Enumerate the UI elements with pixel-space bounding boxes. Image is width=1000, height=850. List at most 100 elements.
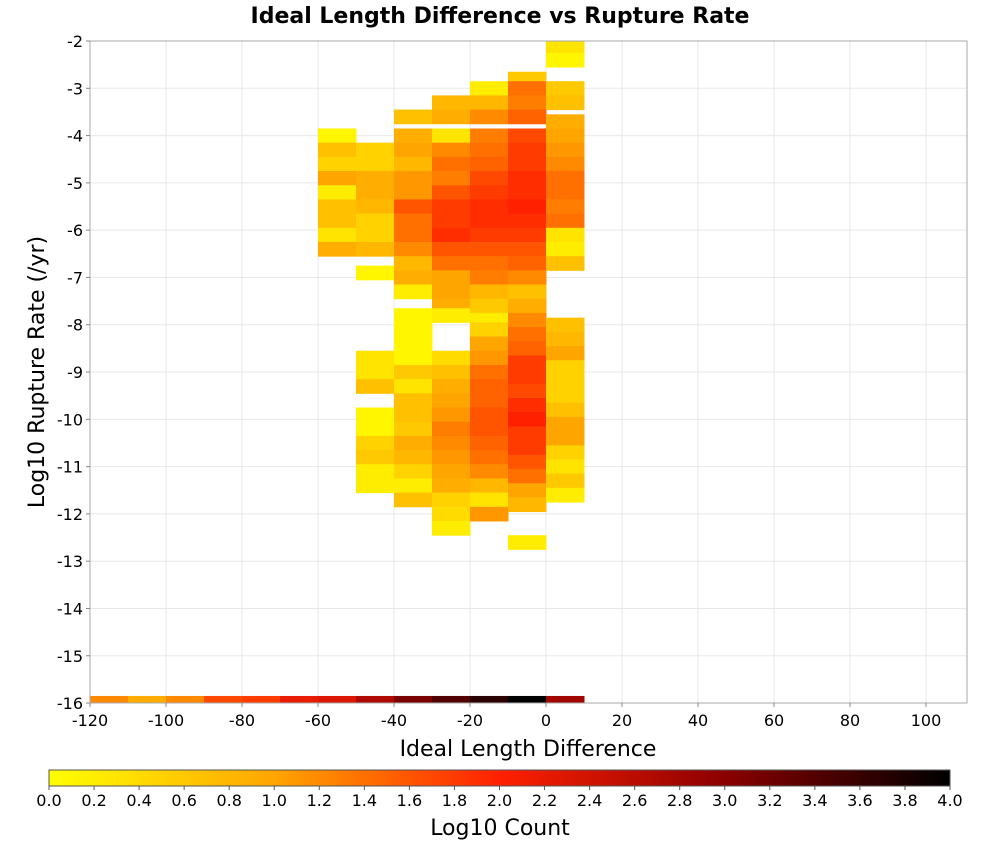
heatmap-cell: [508, 327, 547, 342]
heatmap-cell: [546, 360, 585, 375]
heatmap-cell: [318, 128, 357, 144]
heatmap-cell: [90, 695, 129, 704]
y-tick-label: -13: [57, 552, 83, 571]
heatmap-cell: [318, 199, 357, 215]
heatmap-cell: [470, 407, 509, 423]
heatmap-cell: [546, 156, 585, 172]
colorbar-tick-label: 2.0: [487, 791, 512, 810]
heatmap-cell: [470, 199, 509, 215]
y-tick-label: -3: [67, 79, 83, 98]
heatmap-cell: [432, 256, 471, 271]
heatmap-cell: [166, 695, 205, 704]
heatmap-cell: [394, 393, 433, 408]
heatmap-cell: [432, 171, 471, 186]
heatmap-cell: [394, 284, 433, 300]
x-tick-label: 100: [911, 711, 942, 730]
heatmap-cell: [546, 128, 585, 144]
x-tick-label: -40: [381, 711, 407, 730]
heatmap-cell: [470, 364, 509, 380]
heatmap-cell: [508, 426, 547, 442]
heatmap-cell: [470, 393, 509, 408]
x-tick-label: 80: [840, 711, 860, 730]
heatmap-cell: [470, 478, 509, 494]
heatmap-cell: [508, 412, 547, 427]
heatmap-cell: [318, 227, 357, 243]
heatmap-cell: [394, 364, 433, 380]
heatmap-cell: [508, 454, 547, 470]
heatmap-cell: [394, 407, 433, 423]
heatmap-cell: [546, 185, 585, 200]
colorbar-tick-label: 0.0: [36, 791, 61, 810]
colorbar-tick-label: 0.6: [171, 791, 196, 810]
heatmap-cell: [432, 213, 471, 229]
heatmap-cell: [394, 128, 433, 144]
heatmap-cell: [470, 506, 509, 522]
heatmap-cell: [318, 213, 357, 229]
heatmap-cell: [508, 142, 547, 158]
x-tick-label: 40: [688, 711, 708, 730]
x-tick-label: 20: [612, 711, 632, 730]
heatmap-cell: [432, 227, 471, 243]
heatmap-cell: [546, 241, 585, 257]
heatmap-cell: [394, 421, 433, 437]
colorbar-tick-label: 2.8: [667, 791, 692, 810]
heatmap-cell: [394, 492, 433, 508]
colorbar-tick-label: 3.0: [712, 791, 737, 810]
heatmap-cell: [432, 364, 471, 380]
heatmap-cell: [508, 369, 547, 385]
heatmap-cell: [356, 364, 395, 380]
heatmap-cell: [546, 227, 585, 243]
heatmap-cell: [432, 421, 471, 437]
colorbar-tick-label: 0.2: [81, 791, 106, 810]
colorbar-tick-label: 2.6: [622, 791, 647, 810]
heatmap-cell: [432, 506, 471, 522]
heatmap-cell: [546, 346, 585, 361]
heatmap-cell: [394, 156, 433, 172]
colorbar-tick-label: 3.6: [847, 791, 872, 810]
heatmap-cell: [394, 171, 433, 186]
heatmap-cell: [546, 416, 585, 432]
heatmap-cell: [470, 241, 509, 257]
heatmap-cell: [394, 336, 433, 352]
heatmap-cell: [432, 435, 471, 451]
heatmap-cell: [508, 312, 547, 328]
heatmap-cell: [432, 478, 471, 494]
colorbar-tick-label: 0.8: [216, 791, 241, 810]
heatmap-cell: [470, 464, 509, 479]
x-tick-label: -60: [305, 711, 331, 730]
heatmap-cell: [508, 298, 547, 314]
heatmap-cell: [470, 185, 509, 200]
heatmap-cell: [280, 695, 319, 704]
heatmap-cell: [432, 128, 471, 144]
heatmap-cell: [546, 199, 585, 215]
heatmap-cell: [508, 355, 547, 371]
heatmap-cell: [432, 393, 471, 408]
y-tick-label: -14: [57, 599, 83, 618]
heatmap-cell: [356, 350, 395, 366]
y-tick-label: -9: [67, 363, 83, 382]
heatmap-cell: [508, 468, 547, 484]
colorbar-tick-label: 3.2: [757, 791, 782, 810]
heatmap-cell: [508, 227, 547, 243]
colorbar-tick-label: 1.6: [397, 791, 422, 810]
heatmap-cell: [508, 695, 547, 704]
heatmap-cell: [318, 241, 357, 257]
heatmap-cell: [432, 95, 471, 111]
heatmap-cell: [508, 383, 547, 399]
heatmap-cell: [470, 156, 509, 172]
heatmap-cell: [394, 435, 433, 451]
heatmap-cell: [318, 171, 357, 186]
heatmap-cell: [242, 695, 281, 704]
heatmap-cell: [546, 256, 585, 271]
y-tick-label: -10: [57, 410, 83, 429]
heatmap-cell: [470, 298, 509, 314]
x-tick-label: -20: [457, 711, 483, 730]
y-tick-label: -12: [57, 505, 83, 524]
heatmap-cell: [318, 185, 357, 200]
heatmap-cell: [508, 199, 547, 215]
heatmap-cell: [470, 95, 509, 111]
y-tick-label: -4: [67, 127, 83, 146]
y-tick-label: -11: [57, 458, 83, 477]
heatmap-cell: [508, 270, 547, 286]
